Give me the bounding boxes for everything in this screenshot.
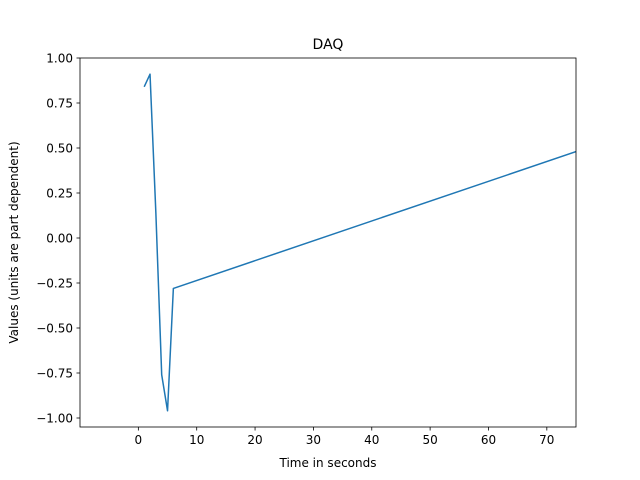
series-line (143, 73, 576, 412)
y-axis-label: Values (units are part dependent) (7, 141, 21, 343)
x-tick-label: 20 (247, 433, 262, 447)
plot-frame (79, 57, 577, 428)
x-tick-label: 70 (539, 433, 554, 447)
series-layer (143, 73, 576, 412)
y-tick-label: 0.25 (46, 187, 73, 201)
x-tick-label: 0 (135, 433, 143, 447)
y-axis-ticks: −1.00 −0.75 −0.50 −0.25 0.00 0.25 0.50 0.75 1.00 (36, 52, 80, 426)
x-tick-label: 30 (306, 433, 321, 447)
y-tick-label: 1.00 (46, 52, 73, 66)
chart-title: DAQ (313, 37, 344, 53)
x-tick-label: 50 (422, 433, 437, 447)
y-tick-label: 0.75 (46, 97, 73, 111)
y-tick-label: −1.00 (36, 412, 73, 426)
x-axis-ticks: 0 10 20 30 40 50 60 70 (135, 427, 554, 447)
y-tick-label: 0.50 (46, 142, 73, 156)
y-tick-label: −0.50 (36, 322, 73, 336)
x-tick-label: 40 (364, 433, 379, 447)
y-tick-label: −0.25 (36, 277, 73, 291)
y-tick-label: 0.00 (46, 232, 73, 246)
plot-area (80, 58, 576, 427)
x-tick-label: 10 (189, 433, 204, 447)
x-tick-label: 60 (481, 433, 496, 447)
x-axis-label: Time in seconds (279, 456, 377, 470)
y-tick-label: −0.75 (36, 367, 73, 381)
